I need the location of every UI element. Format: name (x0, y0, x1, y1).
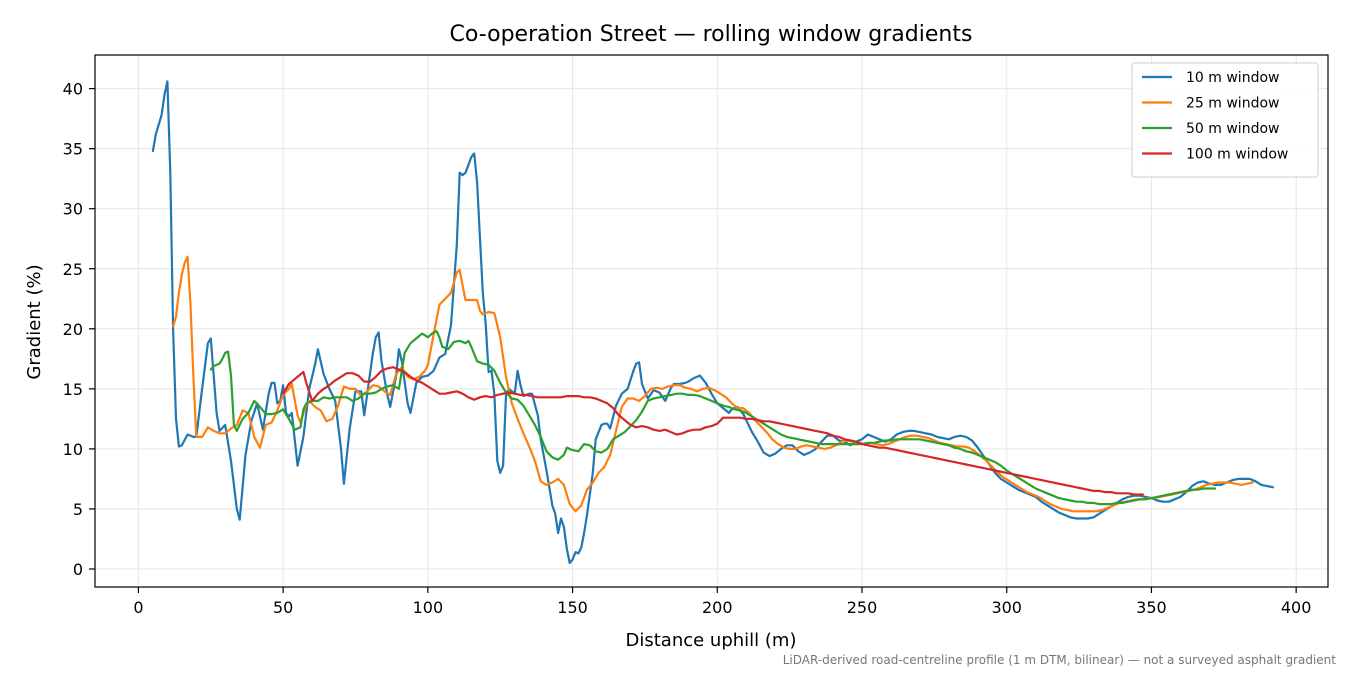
y-tick-label: 30 (63, 200, 83, 219)
plot-frame (94, 54, 1329, 588)
legend-label: 10 m window (1186, 70, 1279, 86)
legend-label: 100 m window (1186, 147, 1288, 163)
series-line-3 (282, 366, 1144, 496)
y-tick-label: 35 (63, 140, 83, 159)
series-line-2 (209, 330, 1217, 506)
y-tick-label: 20 (63, 320, 83, 339)
y-tick-label: 25 (63, 260, 83, 279)
footnote: LiDAR-derived road-centreline profile (1… (783, 653, 1337, 667)
x-tick-label: 350 (1136, 598, 1167, 617)
x-tick-label: 200 (702, 598, 733, 617)
y-tick-label: 40 (63, 80, 83, 99)
legend-box (1131, 62, 1319, 178)
series-line-1 (172, 255, 1254, 513)
y-tick-label: 5 (73, 500, 83, 519)
x-tick-label: 300 (991, 598, 1022, 617)
y-axis-label: Gradient (%) (24, 264, 45, 379)
y-axis-ticks: 0 5 10 15 20 25 30 35 40 (63, 80, 95, 579)
x-tick-label: 50 (273, 598, 293, 617)
y-tick-label: 0 (73, 560, 83, 579)
legend: 10 m window 25 m window 50 m window 100 m w… (1131, 62, 1319, 178)
x-tick-label: 150 (557, 598, 588, 617)
x-tick-label: 0 (133, 598, 143, 617)
y-tick-label: 10 (63, 440, 83, 459)
legend-label: 25 m window (1186, 96, 1279, 112)
chart-title: Co-operation Street — rolling window gra… (450, 22, 973, 47)
y-tick-label: 15 (63, 380, 83, 399)
x-tick-label: 400 (1281, 598, 1312, 617)
series-line-0 (151, 80, 1275, 565)
x-tick-label: 250 (847, 598, 878, 617)
x-tick-label: 100 (413, 598, 444, 617)
legend-label: 50 m window (1186, 121, 1279, 137)
x-axis-ticks: 0 50 100 150 200 250 300 350 400 (133, 587, 1311, 617)
x-axis-label: Distance uphill (m) (626, 630, 797, 651)
series-lines (151, 80, 1275, 565)
